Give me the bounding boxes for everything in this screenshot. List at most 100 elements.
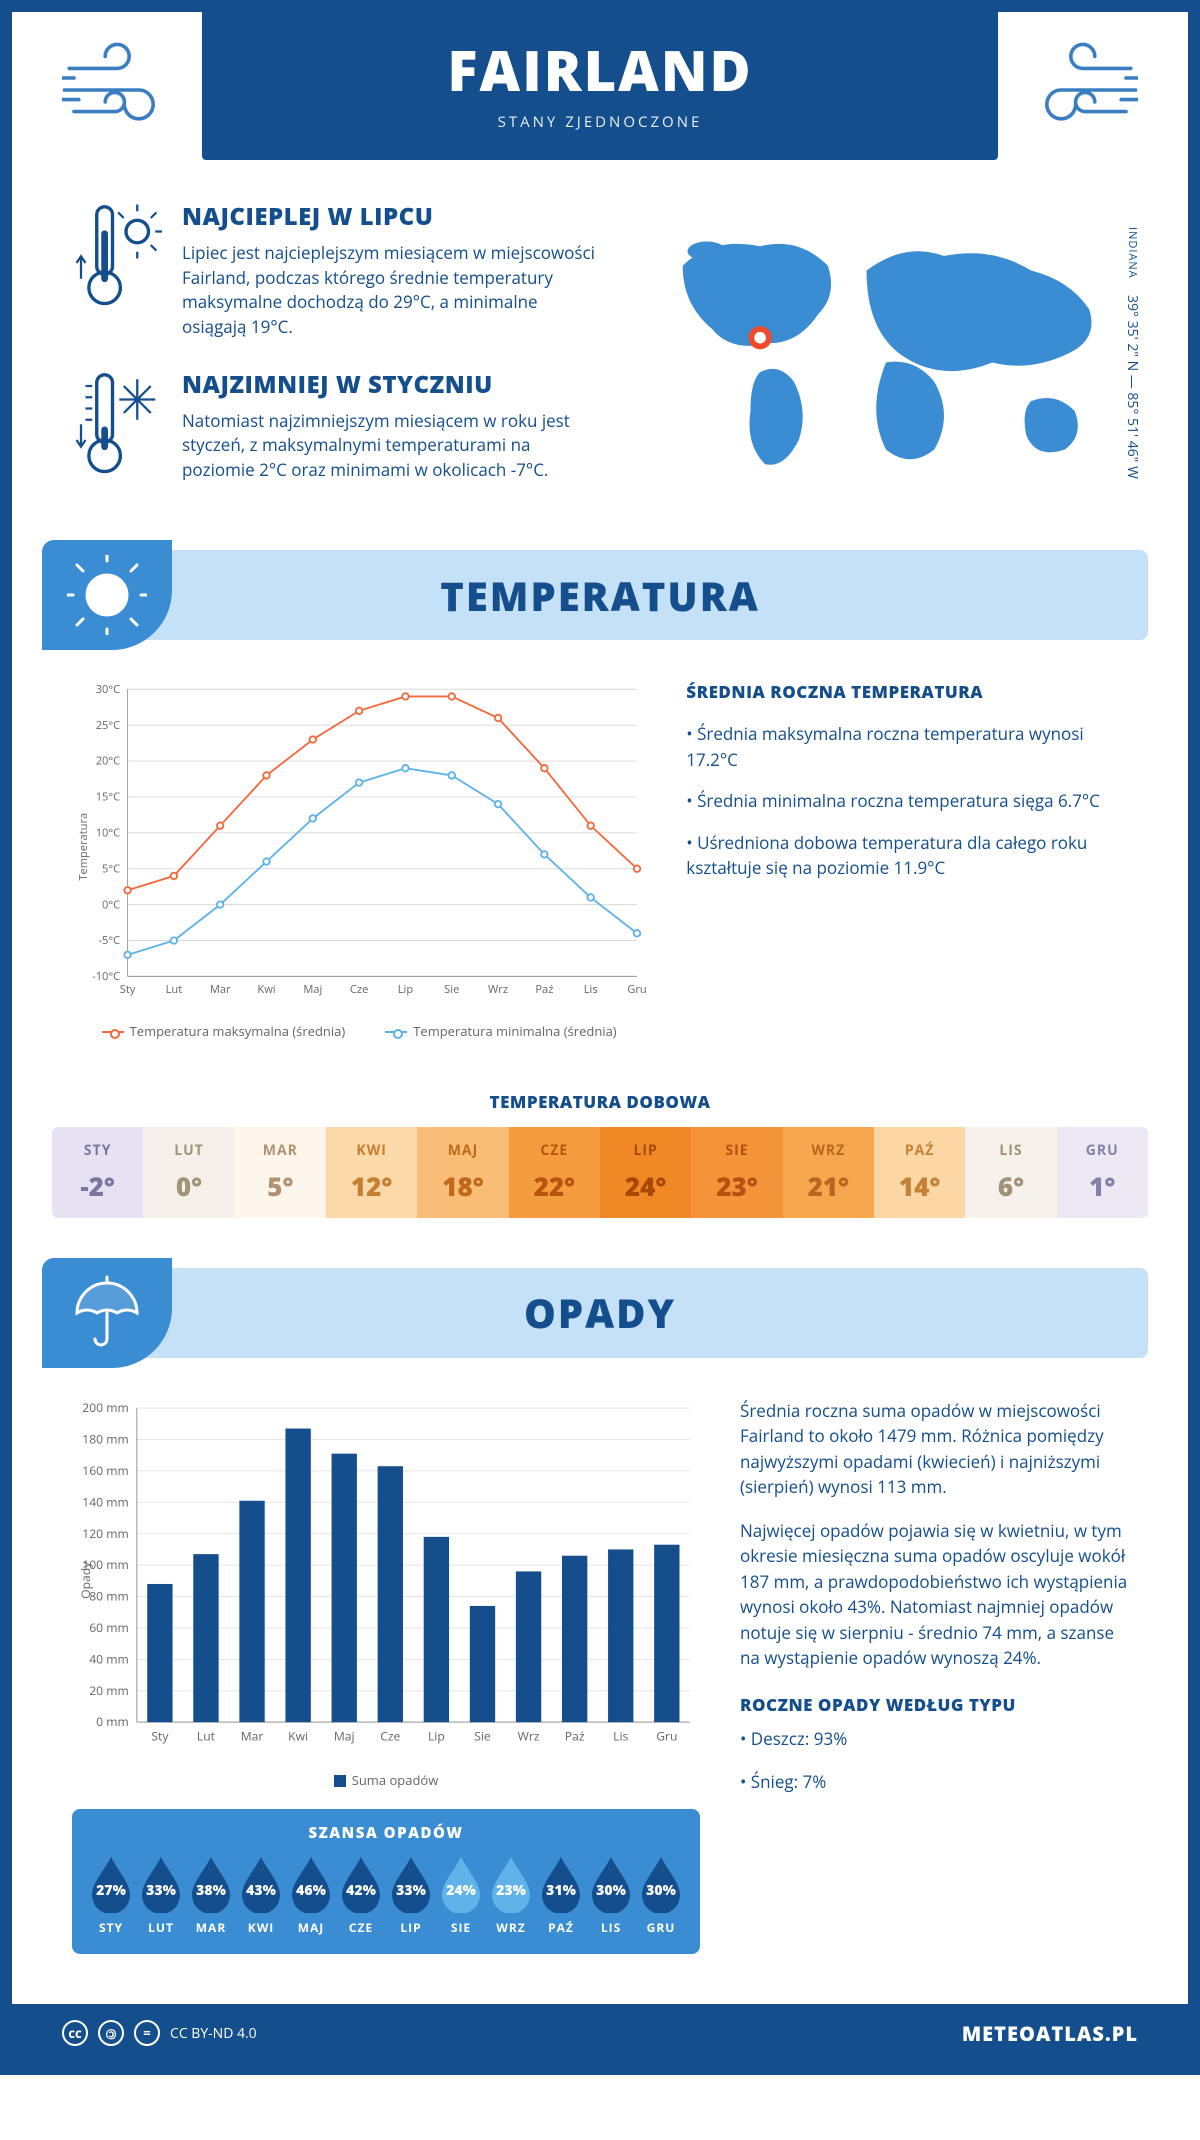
precip-by-type-title: ROCZNE OPADY WEDŁUG TYPU	[740, 1693, 1128, 1716]
svg-text:180 mm: 180 mm	[82, 1431, 128, 1448]
svg-text:Maj: Maj	[334, 1727, 355, 1744]
page-header: FAIRLAND STANY ZJEDNOCZONE	[12, 12, 1188, 170]
daily-cell: GRU1°	[1057, 1127, 1148, 1218]
daily-cell: LIP24°	[600, 1127, 691, 1218]
title-banner: FAIRLAND STANY ZJEDNOCZONE	[202, 12, 998, 160]
svg-text:200 mm: 200 mm	[82, 1399, 128, 1416]
chance-drop: 24%SIE	[438, 1855, 484, 1936]
wind-icon-right	[1018, 42, 1138, 142]
svg-text:Lis: Lis	[584, 983, 598, 998]
daily-cell: STY-2°	[52, 1127, 143, 1218]
precipitation-chance-box: SZANSA OPADÓW 27%STY33%LUT38%MAR43%KWI46…	[72, 1809, 700, 1954]
precip-type-line: • Śnieg: 7%	[740, 1769, 1128, 1795]
chance-drop: 30%GRU	[638, 1855, 684, 1936]
svg-text:Maj: Maj	[303, 983, 322, 998]
svg-text:Kwi: Kwi	[288, 1727, 308, 1744]
annual-temp-line: • Średnia maksymalna roczna temperatura …	[686, 721, 1128, 772]
svg-text:Lis: Lis	[613, 1727, 628, 1744]
svg-text:120 mm: 120 mm	[82, 1525, 128, 1542]
chance-drop: 46%MAJ	[288, 1855, 334, 1936]
cc-icon: cc	[62, 2020, 88, 2046]
svg-text:Lut: Lut	[197, 1727, 216, 1744]
chance-drop: 27%STY	[88, 1855, 134, 1936]
world-map: INDIANA 39° 35' 2" N — 85° 51' 46" W	[644, 227, 1128, 484]
daily-temp-table: STY-2°LUT0°MAR5°KWI12°MAJ18°CZE22°LIP24°…	[52, 1127, 1148, 1218]
svg-text:Cze: Cze	[350, 983, 368, 998]
svg-text:10°C: 10°C	[96, 826, 120, 841]
svg-text:20 mm: 20 mm	[89, 1682, 129, 1699]
fact-cold-body: Natomiast najzimniejszym miesiącem w rok…	[182, 409, 604, 483]
license-text: CC BY-ND 4.0	[170, 2024, 257, 2043]
svg-text:15°C: 15°C	[96, 790, 120, 805]
umbrella-icon	[42, 1258, 172, 1368]
wind-icon-left	[62, 42, 182, 142]
section-header-precipitation: OPADY	[52, 1268, 1148, 1358]
nd-icon: =	[134, 2020, 160, 2046]
svg-text:25°C: 25°C	[96, 718, 120, 733]
svg-text:Kwi: Kwi	[257, 983, 275, 998]
daily-cell: LUT0°	[143, 1127, 234, 1218]
fact-hot-body: Lipiec jest najcieplejszym miesiącem w m…	[182, 241, 604, 340]
daily-cell: PAŹ14°	[874, 1127, 965, 1218]
chance-drop: 38%MAR	[188, 1855, 234, 1936]
precip-text-1: Średnia roczna suma opadów w miejscowośc…	[740, 1398, 1128, 1500]
svg-text:-5°C: -5°C	[98, 934, 120, 949]
svg-text:Sty: Sty	[120, 983, 136, 998]
svg-text:Gru: Gru	[627, 983, 646, 998]
latlon-label: 39° 35' 2" N — 85° 51' 46" W	[1123, 295, 1142, 479]
fact-hot-title: NAJCIEPLEJ W LIPCU	[182, 200, 604, 233]
daily-temp-title: TEMPERATURA DOBOWA	[12, 1090, 1188, 1113]
section-header-temperature: TEMPERATURA	[52, 550, 1148, 640]
svg-text:Opady: Opady	[77, 1561, 94, 1599]
by-icon: 🄯	[98, 2020, 124, 2046]
svg-text:0°C: 0°C	[102, 898, 120, 913]
thermometer-hot-icon	[72, 200, 162, 310]
daily-cell: KWI12°	[326, 1127, 417, 1218]
svg-text:Cze: Cze	[380, 1727, 400, 1744]
svg-text:Mar: Mar	[241, 1727, 264, 1744]
chance-drop: 33%LIP	[388, 1855, 434, 1936]
daily-cell: WRZ21°	[783, 1127, 874, 1218]
svg-text:Sty: Sty	[151, 1727, 169, 1744]
fact-hottest: NAJCIEPLEJ W LIPCU Lipiec jest najcieple…	[72, 200, 604, 340]
precip-type-line: • Deszcz: 93%	[740, 1726, 1128, 1752]
annual-temp-title: ŚREDNIA ROCZNA TEMPERATURA	[686, 680, 1128, 703]
svg-text:Temperatura: Temperatura	[76, 813, 91, 881]
precipitation-chart: 0 mm20 mm40 mm60 mm80 mm100 mm120 mm140 …	[72, 1398, 700, 1763]
svg-text:30°C: 30°C	[96, 682, 120, 697]
fact-coldest: NAJZIMNIEJ W STYCZNIU Natomiast najzimni…	[72, 368, 604, 483]
svg-text:5°C: 5°C	[102, 862, 120, 877]
precipitation-legend: Suma opadów	[72, 1771, 700, 1789]
chance-drop: 42%CZE	[338, 1855, 384, 1936]
chance-drop: 30%LIS	[588, 1855, 634, 1936]
daily-cell: CZE22°	[509, 1127, 600, 1218]
legend-precip: Suma opadów	[352, 1771, 439, 1789]
svg-text:Lip: Lip	[428, 1727, 445, 1744]
svg-text:40 mm: 40 mm	[89, 1650, 129, 1667]
svg-text:Mar: Mar	[210, 983, 231, 998]
temperature-title: TEMPERATURA	[52, 568, 1148, 623]
svg-text:Wrz: Wrz	[488, 983, 508, 998]
annual-temp-line: • Średnia minimalna roczna temperatura s…	[686, 788, 1128, 814]
page-footer: cc 🄯 = CC BY-ND 4.0 METEOATLAS.PL	[12, 2004, 1188, 2063]
precipitation-title: OPADY	[52, 1285, 1148, 1340]
daily-cell: MAR5°	[235, 1127, 326, 1218]
country-subtitle: STANY ZJEDNOCZONE	[202, 112, 998, 132]
svg-text:20°C: 20°C	[96, 754, 120, 769]
svg-text:80 mm: 80 mm	[89, 1588, 129, 1605]
chance-drop: 43%KWI	[238, 1855, 284, 1936]
svg-text:0 mm: 0 mm	[96, 1713, 129, 1730]
svg-text:Sie: Sie	[444, 983, 459, 998]
chance-drop: 33%LUT	[138, 1855, 184, 1936]
chance-drop: 31%PAŹ	[538, 1855, 584, 1936]
svg-text:-10°C: -10°C	[92, 970, 120, 985]
chance-drop: 23%WRZ	[488, 1855, 534, 1936]
svg-text:Sie: Sie	[474, 1727, 491, 1744]
chance-title: SZANSA OPADÓW	[88, 1823, 684, 1843]
svg-text:160 mm: 160 mm	[82, 1462, 128, 1479]
city-title: FAIRLAND	[202, 32, 998, 108]
legend-min: Temperatura minimalna (średnia)	[413, 1022, 616, 1040]
daily-cell: LIS6°	[965, 1127, 1056, 1218]
svg-text:Lut: Lut	[166, 983, 183, 998]
legend-max: Temperatura maksymalna (średnia)	[130, 1022, 346, 1040]
